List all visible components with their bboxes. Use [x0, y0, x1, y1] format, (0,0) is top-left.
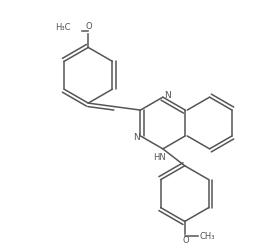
Text: CH₃: CH₃ — [200, 232, 215, 241]
Text: O: O — [86, 21, 93, 31]
Text: H₃C: H₃C — [55, 23, 70, 32]
Text: O: O — [182, 236, 189, 245]
Text: N: N — [133, 133, 140, 142]
Text: HN: HN — [153, 153, 166, 162]
Text: N: N — [164, 91, 171, 100]
